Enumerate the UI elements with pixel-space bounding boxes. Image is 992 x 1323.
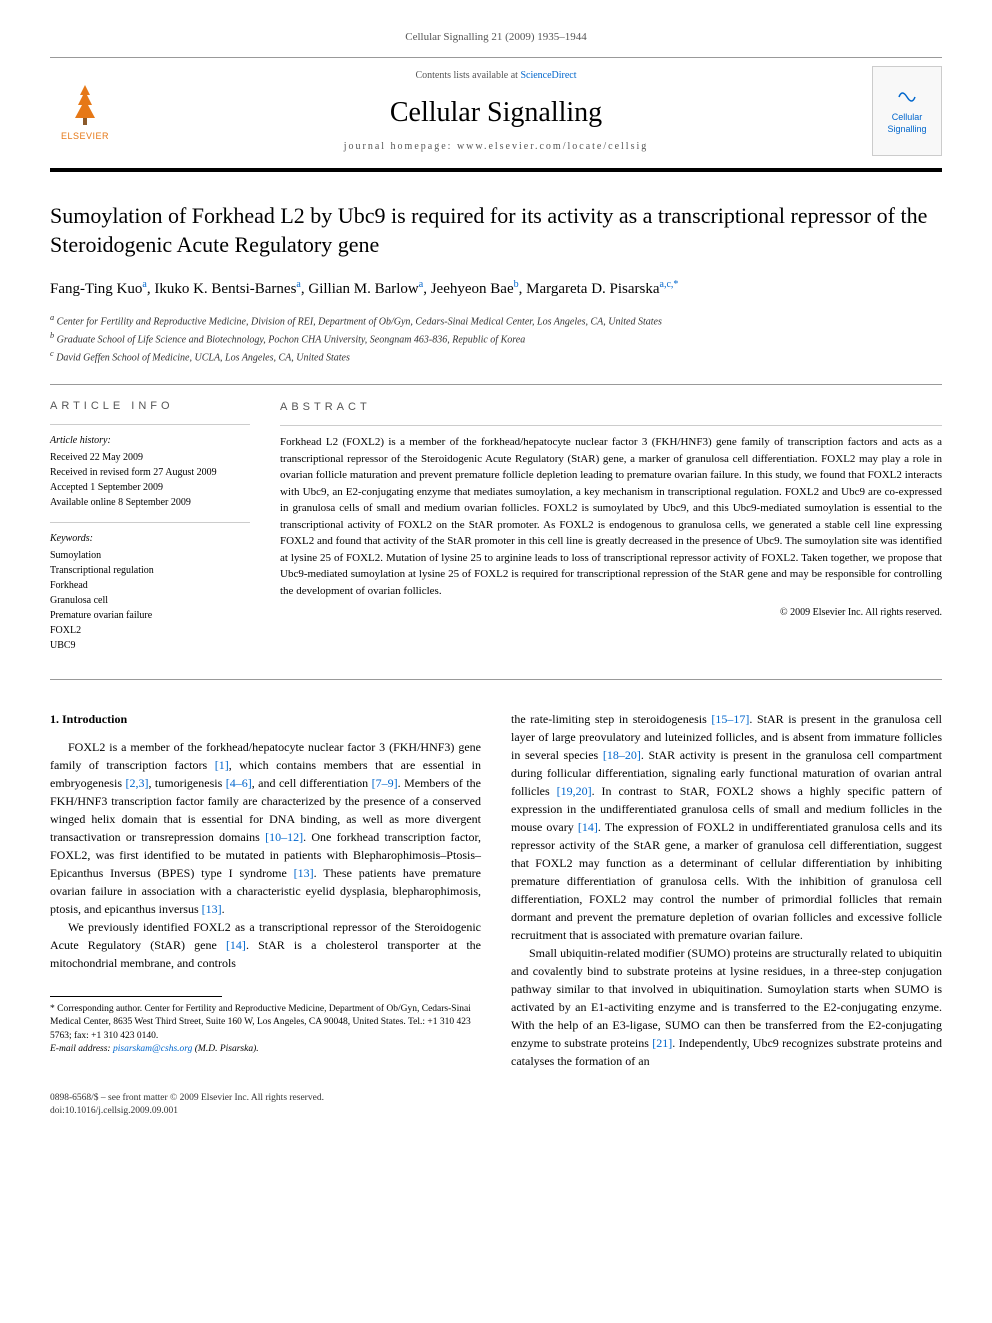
affiliation-marker[interactable]: a [419,279,423,290]
body-column-left: 1. Introduction FOXL2 is a member of the… [50,710,481,1070]
contents-list-line: Contents lists available at ScienceDirec… [130,69,862,83]
author-list: Fang-Ting Kuoa, Ikuko K. Bentsi-Barnesa,… [50,278,942,300]
article-info-heading: ARTICLE INFO [50,399,250,414]
footer-copyright: 0898-6568/$ – see front matter © 2009 El… [50,1092,324,1105]
author: Margareta D. Pisarskaa,c,* [526,281,678,297]
citation-link[interactable]: [1] [215,758,229,772]
affiliation-marker[interactable]: a [142,279,146,290]
affiliation-marker[interactable]: a [296,279,300,290]
author: Fang-Ting Kuoa [50,281,147,297]
signal-wave-icon [897,87,917,107]
elsevier-label: ELSEVIER [61,130,109,143]
elsevier-tree-icon [60,80,110,130]
divider [280,425,942,426]
keyword: Sumoylation [50,548,250,563]
cover-thumb-text: Cellular Signalling [873,111,941,136]
elsevier-logo-block: ELSEVIER [50,71,120,151]
journal-masthead: ELSEVIER Contents lists available at Sci… [50,57,942,172]
divider [50,522,250,523]
footer-left: 0898-6568/$ – see front matter © 2009 El… [50,1092,324,1119]
corresp-email-link[interactable]: pisarskam@cshs.org [113,1044,192,1054]
page-footer: 0898-6568/$ – see front matter © 2009 El… [50,1092,942,1119]
history-revised: Received in revised form 27 August 2009 [50,465,250,480]
history-heading: Article history: [50,433,250,448]
history-online: Available online 8 September 2009 [50,495,250,510]
citation-link[interactable]: [7–9] [372,776,398,790]
keyword: Premature ovarian failure [50,608,250,623]
corresp-label: * Corresponding author. [50,1004,142,1014]
abstract-copyright: © 2009 Elsevier Inc. All rights reserved… [280,605,942,620]
article-info: ARTICLE INFO Article history: Received 2… [50,399,250,665]
journal-name: Cellular Signalling [130,93,862,132]
intro-heading: 1. Introduction [50,710,481,728]
masthead-center: Contents lists available at ScienceDirec… [120,69,872,154]
abstract-heading: ABSTRACT [280,399,942,416]
running-header: Cellular Signalling 21 (2009) 1935–1944 [50,30,942,45]
corresponding-footnote: * Corresponding author. Center for Ferti… [50,1003,481,1056]
affiliation: a Center for Fertility and Reproductive … [50,312,942,329]
author: Gillian M. Barlowa [308,281,423,297]
abstract-text: Forkhead L2 (FOXL2) is a member of the f… [280,434,942,599]
affiliation: b Graduate School of Life Science and Bi… [50,330,942,347]
author: Jeehyeon Baeb [431,281,519,297]
keywords-block: Keywords: Sumoylation Transcriptional re… [50,531,250,653]
citation-link[interactable]: [2,3] [125,776,148,790]
author: Ikuko K. Bentsi-Barnesa [154,281,301,297]
journal-cover-thumb: Cellular Signalling [872,66,942,156]
keyword: FOXL2 [50,623,250,638]
citation-link[interactable]: [14] [226,938,246,952]
affiliation-marker[interactable]: a,c,* [660,279,679,290]
homepage-url: www.elsevier.com/locate/cellsig [457,141,648,152]
history-accepted: Accepted 1 September 2009 [50,480,250,495]
citation-link[interactable]: [14] [578,820,598,834]
citation-link[interactable]: [13] [202,902,222,916]
affiliation: c David Geffen School of Medicine, UCLA,… [50,348,942,365]
body-column-right: the rate-limiting step in steroidogenesi… [511,710,942,1070]
intro-paragraph: Small ubiquitin-related modifier (SUMO) … [511,944,942,1070]
email-suffix: (M.D. Pisarska). [192,1044,258,1054]
affiliation-marker[interactable]: b [514,279,519,290]
citation-link[interactable]: [19,20] [557,784,592,798]
footnote-divider [50,996,222,997]
affiliation-list: a Center for Fertility and Reproductive … [50,312,942,366]
contents-prefix: Contents lists available at [415,70,520,81]
sciencedirect-link[interactable]: ScienceDirect [520,70,576,81]
keyword: Forkhead [50,578,250,593]
intro-paragraph: We previously identified FOXL2 as a tran… [50,918,481,972]
citation-link[interactable]: [18–20] [603,748,641,762]
history-received: Received 22 May 2009 [50,450,250,465]
keyword: Transcriptional regulation [50,563,250,578]
intro-paragraph: FOXL2 is a member of the forkhead/hepato… [50,738,481,918]
citation-link[interactable]: [13] [294,866,314,880]
citation-link[interactable]: [4–6] [226,776,252,790]
keyword: Granulosa cell [50,593,250,608]
article-title: Sumoylation of Forkhead L2 by Ubc9 is re… [50,202,942,259]
keyword: UBC9 [50,638,250,653]
citation-link[interactable]: [15–17] [711,712,749,726]
divider [50,424,250,425]
homepage-prefix: journal homepage: [344,141,457,152]
body-columns: 1. Introduction FOXL2 is a member of the… [50,710,942,1070]
intro-paragraph: the rate-limiting step in steroidogenesi… [511,710,942,944]
info-abstract-row: ARTICLE INFO Article history: Received 2… [50,384,942,680]
citation-link[interactable]: [21] [652,1036,672,1050]
email-label: E-mail address: [50,1044,113,1054]
footer-doi: doi:10.1016/j.cellsig.2009.09.001 [50,1105,324,1118]
article-history: Article history: Received 22 May 2009 Re… [50,433,250,510]
corresp-email-line: E-mail address: pisarskam@cshs.org (M.D.… [50,1043,481,1056]
citation-link[interactable]: [10–12] [265,830,303,844]
abstract: ABSTRACT Forkhead L2 (FOXL2) is a member… [280,399,942,665]
keywords-heading: Keywords: [50,531,250,546]
journal-homepage: journal homepage: www.elsevier.com/locat… [130,140,862,154]
